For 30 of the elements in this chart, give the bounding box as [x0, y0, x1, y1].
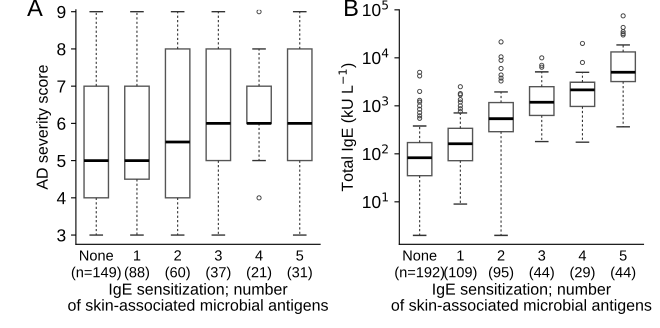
y-tick-label: 10$^{2}$	[363, 144, 388, 160]
y-axis-title: Total IgE (kU L$^{−1}$)	[338, 64, 356, 192]
chart-title: A	[27, 0, 43, 16]
y-tick-label: 7	[57, 80, 66, 92]
x-tick-label: 3 (44)	[530, 250, 554, 280]
y-tick-label: 6	[57, 118, 66, 130]
x-tick-label: None (n=192)	[395, 250, 444, 280]
chart-title: B	[345, 0, 358, 16]
x-axis-title: IgE sensitization; number of skin-associated microbial antigens	[68, 283, 328, 314]
y-tick-label: 9	[57, 6, 66, 18]
x-tick-label: None (n=149)	[72, 250, 121, 280]
y-axis-title: AD severity score	[36, 65, 51, 190]
y-tick-label: 10$^{1}$	[363, 192, 388, 208]
x-tick-label: 2 (95)	[488, 250, 514, 280]
x-tick-label: 1 (109)	[444, 250, 476, 280]
x-tick-label: 2 (60)	[166, 250, 190, 280]
x-axis-title: IgE sensitization; number of skin-associated microbial antigens	[392, 283, 652, 314]
x-tick-label: 5 (44)	[611, 250, 636, 280]
y-tick-label: 10$^{4}$	[363, 48, 388, 64]
y-tick-label: 3	[57, 229, 66, 242]
x-tick-label: 4 (21)	[246, 250, 272, 280]
x-tick-label: 1 (88)	[124, 250, 150, 280]
y-tick-label: 8	[57, 43, 66, 56]
x-tick-label: 3 (37)	[206, 250, 230, 280]
x-tick-label: 4 (29)	[570, 250, 595, 280]
y-tick-label: 4	[56, 192, 66, 204]
x-tick-label: 5 (31)	[288, 250, 312, 280]
y-tick-label: 10$^{3}$	[363, 96, 388, 112]
y-tick-label: 5	[57, 154, 66, 168]
y-tick-label: 10$^{5}$	[363, 0, 388, 16]
